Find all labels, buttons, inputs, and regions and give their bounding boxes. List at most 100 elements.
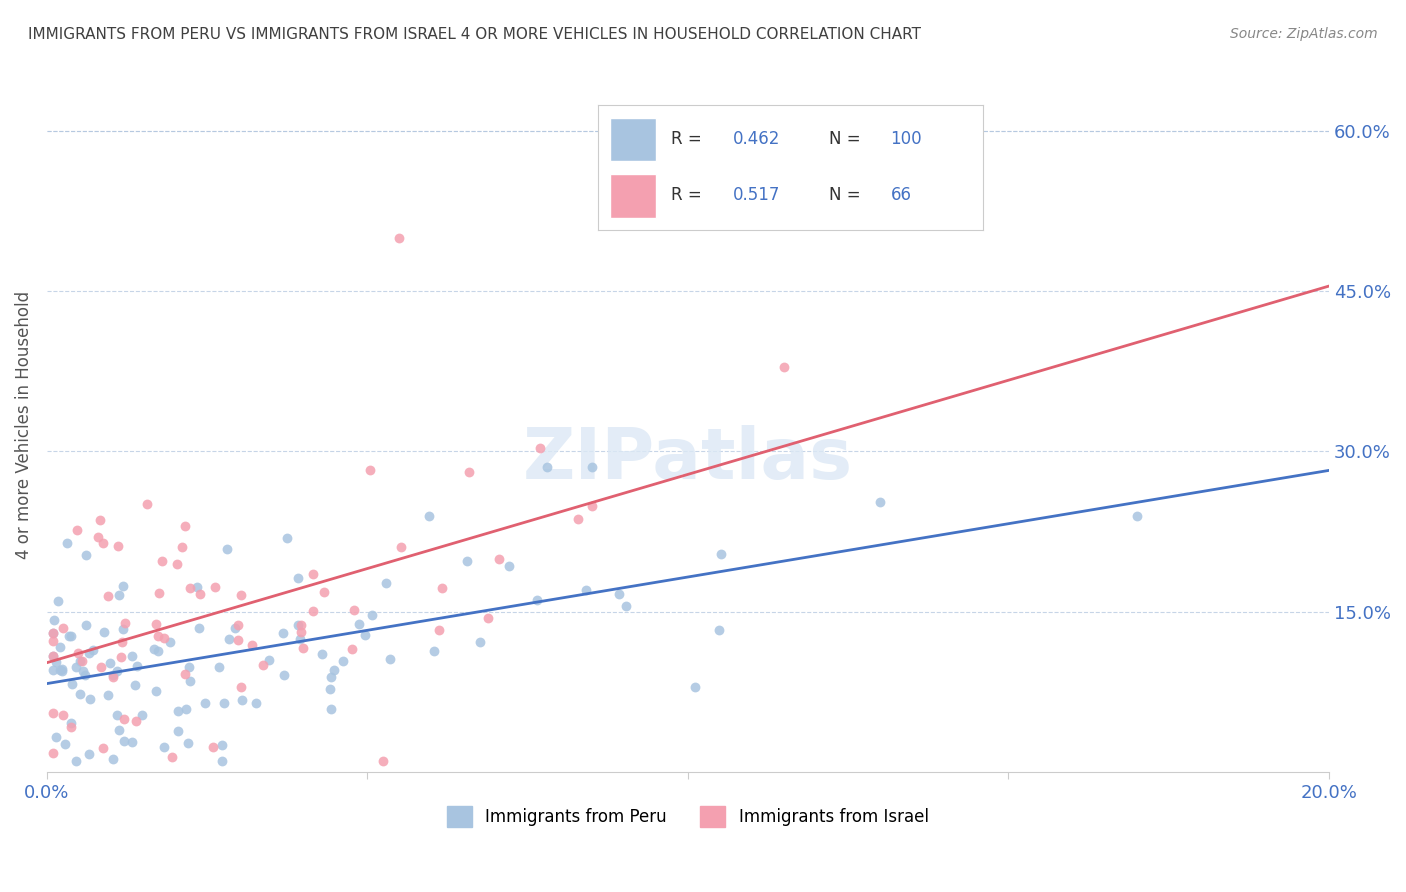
- Point: [226, 632, 249, 647]
- Point: [477, 611, 499, 625]
- Point: [69, 687, 91, 701]
- Point: [70, 654, 93, 668]
- Point: [773, 359, 796, 374]
- Point: [79, 691, 101, 706]
- Point: [58, 629, 80, 643]
- Point: [60, 720, 83, 734]
- Point: [48, 593, 70, 607]
- Point: [166, 704, 188, 718]
- Point: [468, 635, 491, 649]
- Point: [143, 642, 166, 657]
- Point: [148, 643, 170, 657]
- Point: [75, 618, 97, 632]
- Point: [42, 614, 65, 628]
- Point: [1125, 508, 1147, 523]
- Y-axis label: 4 or more Vehicles in Household: 4 or more Vehicles in Household: [15, 291, 32, 558]
- Point: [204, 580, 226, 594]
- Point: [98, 656, 121, 670]
- Point: [66, 523, 89, 537]
- Point: [65, 660, 87, 674]
- Point: [105, 665, 128, 679]
- Point: [75, 549, 97, 563]
- Point: [292, 641, 315, 656]
- Point: [231, 693, 253, 707]
- Point: [427, 623, 450, 637]
- Point: [456, 554, 478, 568]
- Point: [186, 580, 208, 594]
- Point: [174, 702, 197, 716]
- Point: [380, 652, 402, 666]
- Point: [89, 513, 111, 527]
- Point: [257, 653, 280, 667]
- Point: [869, 494, 891, 508]
- Point: [273, 668, 295, 682]
- Point: [240, 638, 263, 652]
- Point: [179, 660, 201, 674]
- Point: [111, 579, 134, 593]
- Point: [581, 499, 603, 513]
- Point: [153, 740, 176, 755]
- Point: [202, 740, 225, 755]
- Point: [131, 708, 153, 723]
- Point: [245, 696, 267, 710]
- Point: [42, 626, 65, 640]
- Point: [194, 696, 217, 710]
- Point: [114, 615, 136, 630]
- Point: [69, 654, 91, 668]
- Point: [97, 688, 120, 702]
- Point: [707, 623, 730, 637]
- Point: [322, 664, 344, 678]
- Point: [231, 681, 253, 695]
- Point: [110, 650, 132, 665]
- Point: [353, 627, 375, 641]
- Point: [290, 625, 312, 640]
- Point: [312, 584, 335, 599]
- Point: [82, 642, 104, 657]
- Point: [53, 737, 76, 751]
- Point: [430, 581, 453, 595]
- Point: [42, 648, 65, 663]
- Point: [52, 621, 75, 635]
- Point: [173, 667, 195, 681]
- Point: [388, 231, 411, 245]
- Point: [87, 530, 110, 544]
- Point: [148, 629, 170, 643]
- Point: [229, 588, 252, 602]
- Point: [166, 557, 188, 571]
- Point: [319, 670, 342, 684]
- Point: [145, 683, 167, 698]
- Point: [211, 755, 233, 769]
- Point: [340, 642, 363, 657]
- Point: [252, 658, 274, 673]
- Point: [111, 635, 134, 649]
- Legend: Immigrants from Peru, Immigrants from Israel: Immigrants from Peru, Immigrants from Is…: [440, 799, 935, 833]
- Point: [218, 632, 240, 646]
- Point: [101, 670, 124, 684]
- Point: [97, 589, 120, 603]
- Point: [332, 654, 354, 668]
- Point: [536, 460, 558, 475]
- Point: [52, 708, 75, 723]
- Point: [488, 552, 510, 566]
- Point: [311, 647, 333, 661]
- Point: [347, 616, 370, 631]
- Point: [614, 599, 637, 613]
- Point: [45, 655, 67, 669]
- Text: IMMIGRANTS FROM PERU VS IMMIGRANTS FROM ISRAEL 4 OR MORE VEHICLES IN HOUSEHOLD C: IMMIGRANTS FROM PERU VS IMMIGRANTS FROM …: [28, 27, 921, 42]
- Point: [55, 536, 77, 550]
- Point: [683, 680, 706, 694]
- Point: [389, 540, 412, 554]
- Point: [105, 707, 128, 722]
- Point: [91, 740, 114, 755]
- Point: [124, 678, 146, 692]
- Point: [276, 531, 298, 545]
- Point: [177, 735, 200, 749]
- Point: [188, 621, 211, 635]
- Point: [107, 723, 129, 737]
- Point: [51, 664, 73, 678]
- Point: [172, 540, 194, 554]
- Point: [162, 749, 184, 764]
- Point: [302, 566, 325, 581]
- Point: [77, 646, 100, 660]
- Point: [45, 731, 67, 745]
